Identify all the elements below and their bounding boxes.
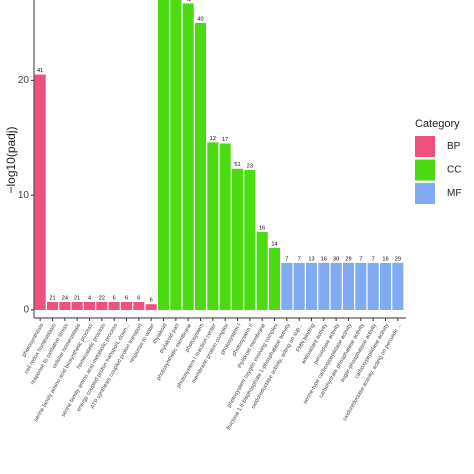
y-tick-label: 10 xyxy=(18,190,30,201)
bar xyxy=(330,262,342,310)
bar xyxy=(194,22,207,310)
bar-count: 29 xyxy=(395,256,401,262)
legend-label: BP xyxy=(447,141,461,152)
bar xyxy=(145,304,157,310)
bar xyxy=(207,142,219,310)
bar-count: 30 xyxy=(333,256,339,262)
bar xyxy=(256,231,268,310)
bar xyxy=(170,0,182,310)
bar-count: 7 xyxy=(285,256,288,262)
bar xyxy=(244,169,256,310)
bar-count: 21 xyxy=(49,295,55,301)
bar-count: 7 xyxy=(359,256,362,262)
bar-count: 14 xyxy=(271,241,277,247)
bar-count: 6 xyxy=(137,295,140,301)
bar-count: 6 xyxy=(113,295,116,301)
bar xyxy=(182,3,194,310)
legend-label: CC xyxy=(447,165,461,176)
y-axis-label: −log10(padj) xyxy=(4,126,18,193)
bar-count: 16 xyxy=(321,256,327,262)
bar-count: 6 xyxy=(150,298,153,304)
bar-count: 12 xyxy=(210,136,216,142)
bar-count: 21 xyxy=(74,295,80,301)
bar xyxy=(342,262,355,310)
bar xyxy=(120,301,133,310)
y-tick-label: 20 xyxy=(18,75,30,86)
bar-count: 51 xyxy=(234,162,240,168)
legend-title: Category xyxy=(415,118,460,130)
bar xyxy=(71,301,83,310)
bar xyxy=(108,301,120,310)
bar xyxy=(46,301,59,310)
bar-count: 29 xyxy=(345,256,351,262)
bar-count: 13 xyxy=(308,256,314,262)
bar xyxy=(379,262,392,310)
bar xyxy=(219,143,231,310)
bar-count: 7 xyxy=(298,256,301,262)
bar xyxy=(392,262,404,310)
bar-count: 24 xyxy=(62,295,68,301)
bar-count: 17 xyxy=(222,137,228,143)
bar-count: 6 xyxy=(125,295,128,301)
bar-count: 22 xyxy=(99,295,105,301)
bar xyxy=(318,262,330,310)
bar xyxy=(231,168,244,310)
bar-count: 40 xyxy=(197,16,203,22)
legend-swatch xyxy=(415,136,435,157)
bar xyxy=(305,262,318,310)
bar-count: 16 xyxy=(259,225,265,231)
legend-label: MF xyxy=(447,188,461,199)
bar xyxy=(59,301,71,310)
bar xyxy=(83,301,96,310)
bar xyxy=(157,0,170,310)
bar xyxy=(355,262,367,310)
bar-count: 7 xyxy=(372,256,375,262)
bar xyxy=(34,74,46,310)
bar xyxy=(367,262,379,310)
bar xyxy=(133,301,145,310)
bar-count: 16 xyxy=(382,256,388,262)
bar xyxy=(281,262,293,310)
bar xyxy=(293,262,305,310)
bar-count: 41 xyxy=(37,68,43,74)
legend-swatch xyxy=(415,159,435,181)
legend-swatch xyxy=(415,183,435,204)
bar xyxy=(96,301,108,310)
bar-count: 41 xyxy=(185,0,191,3)
y-tick-label: 0 xyxy=(23,305,29,316)
bar xyxy=(268,247,281,310)
bar-count: 4 xyxy=(88,295,91,301)
bar-count: 23 xyxy=(247,163,253,169)
plot-area xyxy=(34,0,404,310)
